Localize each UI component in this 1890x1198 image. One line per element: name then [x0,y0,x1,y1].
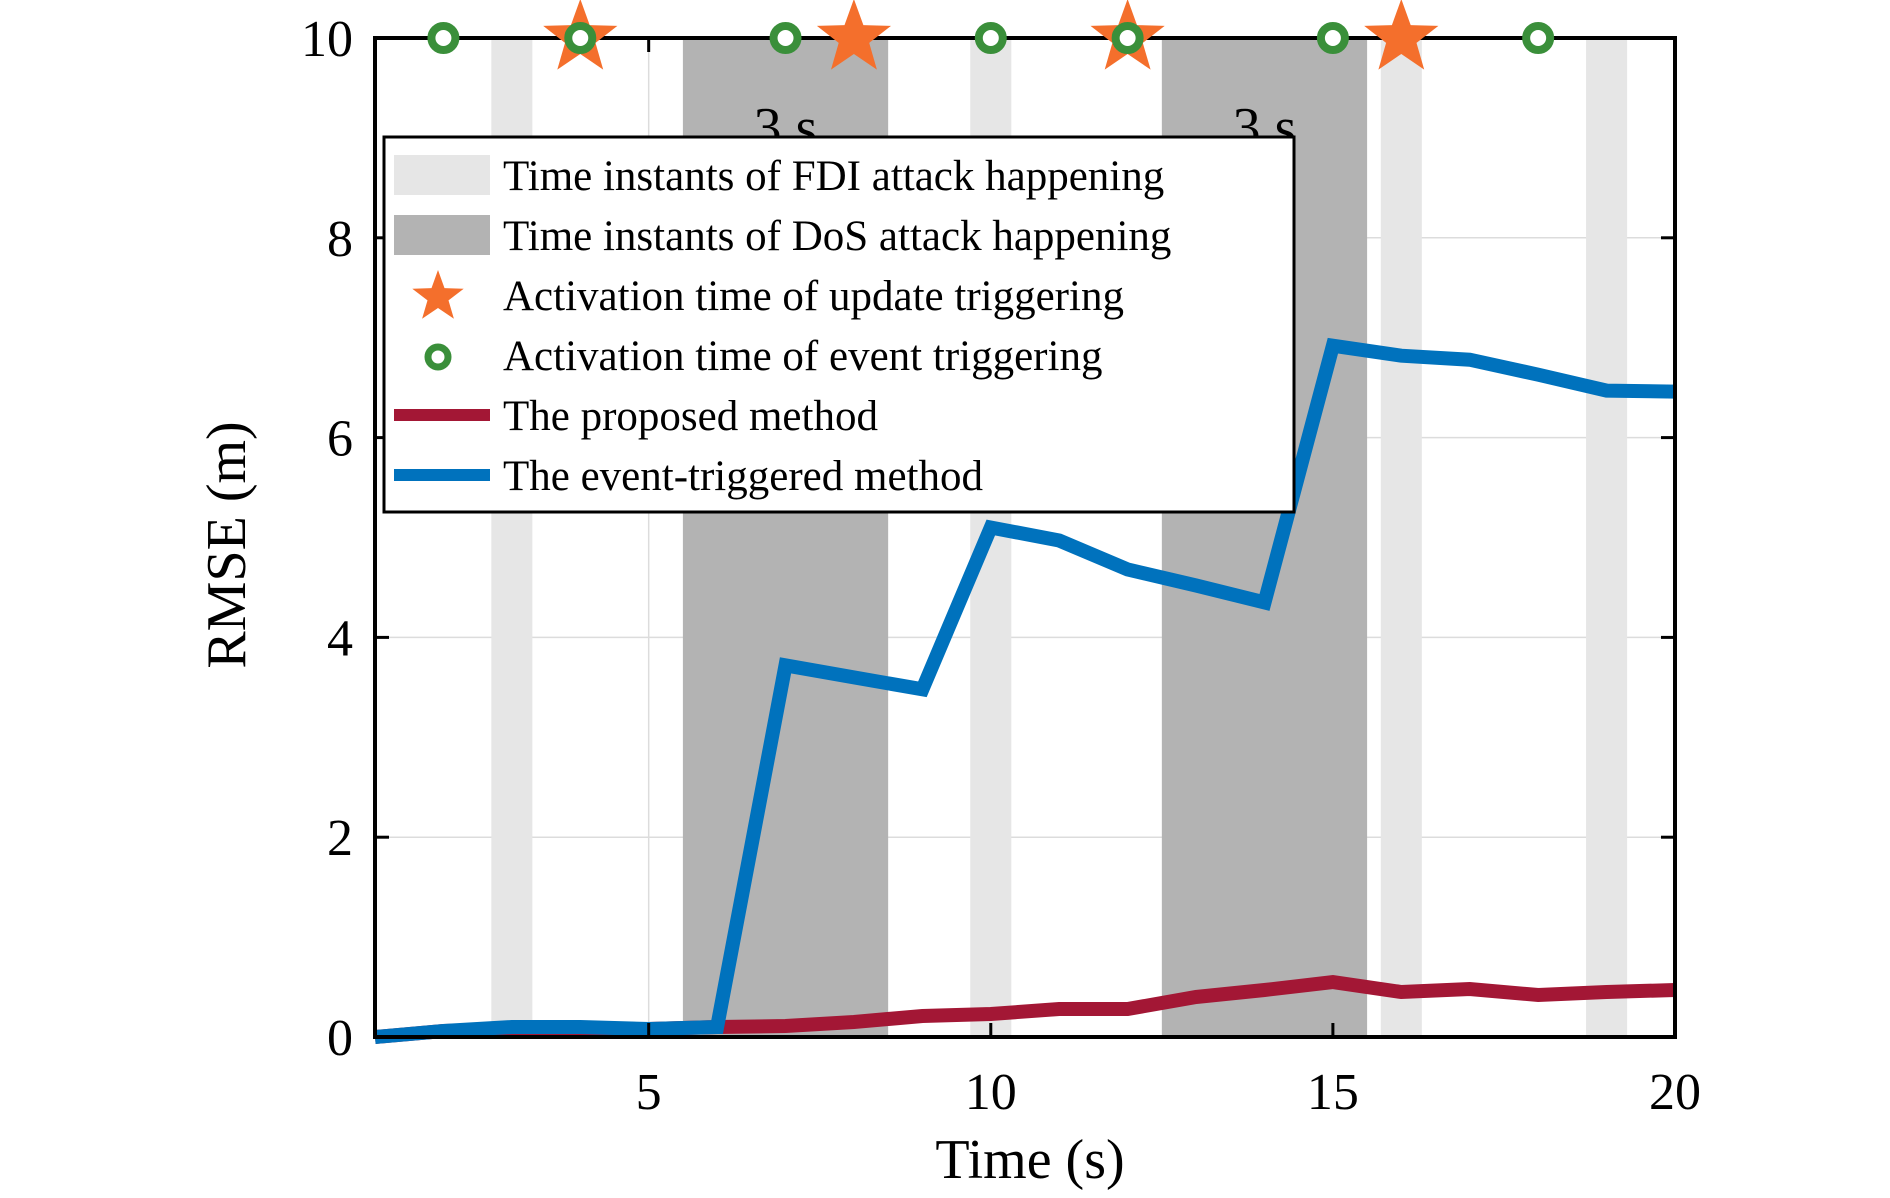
fdi-attack-band [1380,38,1422,1037]
event-trigger-circle [1111,22,1144,54]
y-axis-label: RMSE (m) [196,421,258,668]
fdi-attack-band [1586,38,1628,1037]
event-trigger-circle [769,22,802,54]
event-trigger-circle [1522,22,1555,54]
legend-swatch-dos-band [394,215,490,255]
y-tick-label: 2 [327,810,353,867]
series-line-event-triggered [374,337,1676,1044]
legend-swatch-circle [424,343,452,371]
event-trigger-circle [974,22,1007,54]
legend-swatch-fdi-band [394,155,490,195]
x-tick-label: 5 [636,1064,662,1121]
y-tick-label: 10 [301,11,353,68]
x-tick-label: 10 [965,1064,1017,1121]
plot-frame [373,36,1677,1039]
legend-label: Activation time of event triggering [503,333,1102,380]
x-tick-label: 20 [1649,1064,1701,1121]
legend-label: Activation time of update triggering [503,273,1124,320]
legend-label: The proposed method [503,393,878,440]
legend-box [382,135,1296,514]
y-tick-label: 0 [327,1010,353,1067]
y-tick-label: 4 [327,610,353,667]
y-tick-label: 8 [327,211,353,268]
y-tick-label: 6 [327,411,353,468]
legend-swatch-star [412,270,464,319]
update-trigger-star [1364,0,1439,70]
x-tick-label: 15 [1307,1064,1359,1121]
x-axis-label: Time (s) [935,1129,1124,1191]
update-trigger-star [816,0,891,70]
legend-label: Time instants of DoS attack happening [503,213,1171,260]
legend-label: The event-triggered method [503,453,983,500]
event-trigger-circle [564,22,597,54]
legend-label: Time instants of FDI attack happening [503,153,1164,200]
event-trigger-circle [427,22,460,54]
event-trigger-circle [1316,22,1349,54]
